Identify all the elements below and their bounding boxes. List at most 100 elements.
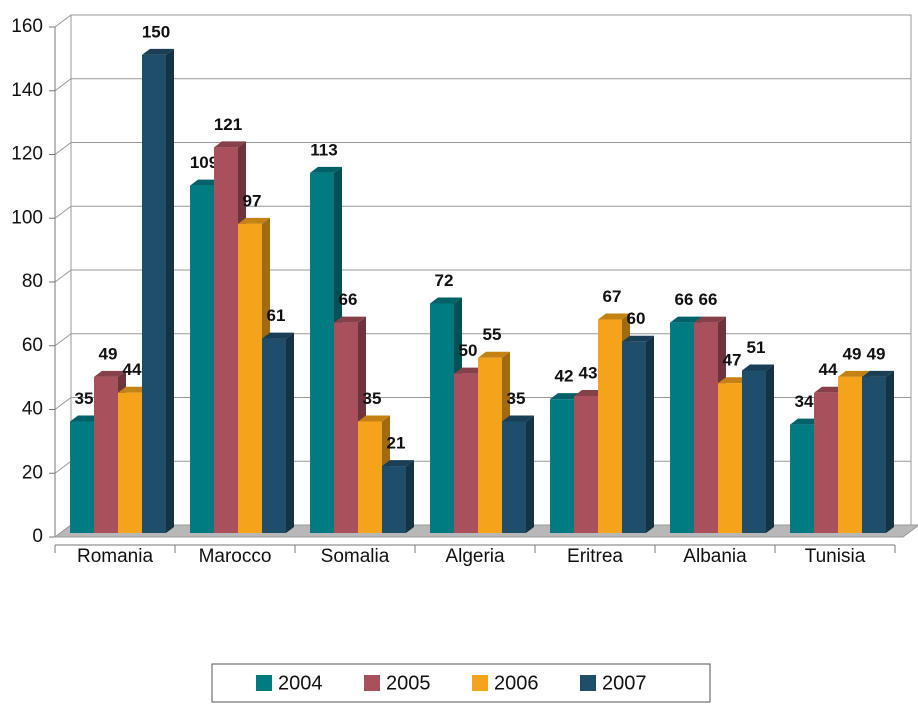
legend-swatch xyxy=(580,675,596,691)
bar xyxy=(310,172,334,533)
bar-top xyxy=(622,335,654,342)
bar xyxy=(550,399,574,533)
bar-group xyxy=(742,364,774,533)
bar-top xyxy=(238,217,270,224)
bar xyxy=(862,376,886,533)
y-tick-label: 100 xyxy=(11,207,43,228)
bar-top xyxy=(838,370,870,377)
y-tick-label: 120 xyxy=(11,144,43,165)
bar-top xyxy=(214,141,246,148)
value-label: 67 xyxy=(603,287,622,306)
x-tick-label: Albania xyxy=(683,546,747,567)
value-label: 47 xyxy=(723,351,742,370)
value-label: 72 xyxy=(435,271,454,290)
value-label: 44 xyxy=(123,360,142,379)
x-tick-label: Marocco xyxy=(199,546,272,567)
value-label: 49 xyxy=(99,344,118,363)
bar-top xyxy=(310,166,342,173)
bar-top xyxy=(430,297,462,304)
value-label: 109 xyxy=(190,153,218,172)
value-label: 60 xyxy=(627,309,646,328)
bar-side xyxy=(766,364,774,533)
bar xyxy=(238,223,262,533)
grid-line xyxy=(54,269,911,283)
bar xyxy=(478,357,502,533)
bar-side xyxy=(406,460,414,533)
bar xyxy=(622,341,646,533)
grid-line xyxy=(54,78,911,92)
bar-top xyxy=(358,415,390,422)
value-label: 51 xyxy=(747,338,766,357)
bar-group xyxy=(142,48,174,533)
y-tick-label: 40 xyxy=(22,399,43,420)
grid-line xyxy=(54,14,911,28)
value-label: 61 xyxy=(267,306,286,325)
bar xyxy=(670,322,694,533)
bar xyxy=(718,383,742,533)
bar-top xyxy=(742,364,774,371)
grid-line xyxy=(54,333,911,347)
bar-side xyxy=(286,332,294,533)
bar-top xyxy=(478,351,510,358)
y-tick-label: 20 xyxy=(22,462,43,483)
x-tick-label: Eritrea xyxy=(567,546,623,567)
value-label: 66 xyxy=(675,290,694,309)
legend-swatch xyxy=(364,675,380,691)
bar-top xyxy=(694,316,726,323)
bar-top xyxy=(262,332,294,339)
bar xyxy=(334,322,358,533)
bar-side xyxy=(526,415,534,533)
bar xyxy=(430,303,454,533)
x-tick-label: Algeria xyxy=(445,546,505,567)
bar-top xyxy=(502,415,534,422)
value-label: 50 xyxy=(459,341,478,360)
y-tick-label: 80 xyxy=(22,271,43,292)
legend-swatch xyxy=(256,675,272,691)
legend-box xyxy=(211,663,711,703)
value-label: 97 xyxy=(243,191,262,210)
bar xyxy=(382,466,406,533)
value-label: 35 xyxy=(507,389,526,408)
bar xyxy=(694,322,718,533)
value-label: 49 xyxy=(843,344,862,363)
value-label: 34 xyxy=(795,392,814,411)
bar xyxy=(118,392,142,533)
value-label: 44 xyxy=(819,360,838,379)
bar xyxy=(190,185,214,533)
bar-side xyxy=(886,370,894,533)
bar-top xyxy=(598,313,630,320)
value-label: 21 xyxy=(387,434,406,453)
bar xyxy=(838,376,862,533)
y-tick-label: 140 xyxy=(11,80,43,101)
bar xyxy=(262,338,286,533)
bar-group xyxy=(382,460,414,533)
value-label: 150 xyxy=(142,22,170,41)
value-label: 35 xyxy=(75,389,94,408)
grid-line xyxy=(54,205,911,219)
bar xyxy=(70,421,94,533)
value-label: 66 xyxy=(339,290,358,309)
bar-group xyxy=(862,370,894,533)
value-label: 113 xyxy=(310,140,337,159)
bar xyxy=(142,54,166,533)
bar-top xyxy=(862,370,894,377)
value-label: 66 xyxy=(699,290,718,309)
bar-group xyxy=(622,335,654,533)
bar xyxy=(598,319,622,533)
x-tick-label: Tunisia xyxy=(805,546,866,567)
y-tick-label: 60 xyxy=(22,335,43,356)
bar-side xyxy=(166,48,174,533)
bar xyxy=(214,147,238,533)
bar xyxy=(790,424,814,533)
value-label: 49 xyxy=(867,344,886,363)
bar-side xyxy=(646,335,654,533)
bar xyxy=(814,392,838,533)
bar xyxy=(454,373,478,533)
y-tick-label: 160 xyxy=(11,16,43,37)
bar-group xyxy=(502,415,534,533)
value-label: 121 xyxy=(214,115,242,134)
bar-top xyxy=(382,460,414,467)
bar-top xyxy=(142,48,174,55)
bar xyxy=(358,421,382,533)
